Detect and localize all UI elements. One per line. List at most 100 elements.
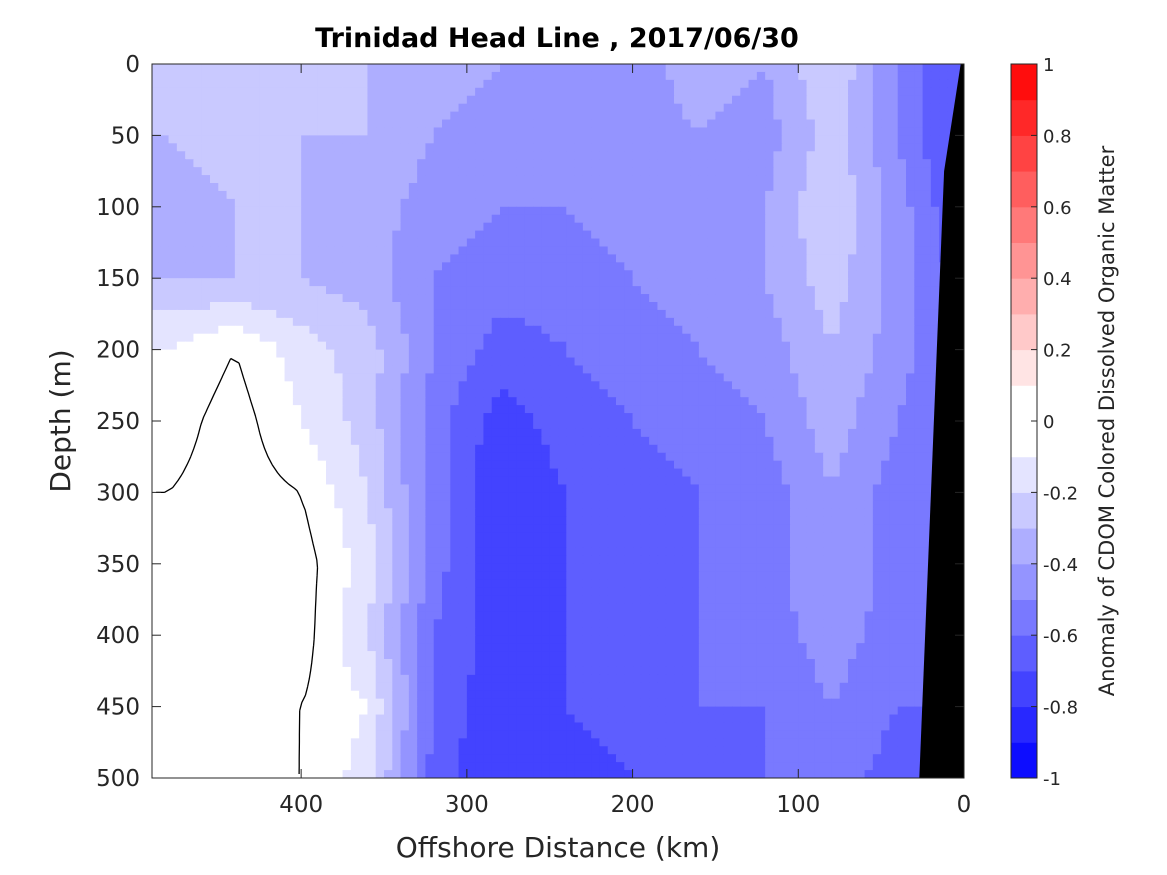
contour-cell bbox=[210, 127, 219, 136]
contour-cell bbox=[665, 190, 675, 200]
contour-cell bbox=[674, 333, 683, 343]
contour-cell bbox=[168, 167, 178, 176]
contour-cell bbox=[359, 254, 369, 263]
contour-cell bbox=[765, 302, 775, 311]
contour-cell bbox=[317, 317, 327, 327]
contour-cell bbox=[740, 389, 750, 398]
contour-cell bbox=[649, 238, 659, 248]
contour-cell bbox=[251, 357, 261, 367]
contour-cell bbox=[417, 365, 427, 374]
contour-cell bbox=[276, 452, 286, 462]
contour-cell bbox=[408, 262, 418, 271]
contour-cell bbox=[914, 309, 924, 319]
contour-cell bbox=[756, 309, 766, 319]
contour-cell bbox=[533, 444, 543, 454]
contour-cell bbox=[640, 230, 650, 240]
contour-cell bbox=[756, 389, 766, 398]
contour-cell bbox=[400, 214, 410, 224]
contour-cell bbox=[400, 333, 410, 343]
contour-cell bbox=[574, 103, 584, 113]
contour-cell bbox=[367, 71, 377, 81]
contour-cell bbox=[268, 103, 277, 113]
contour-cell bbox=[317, 421, 327, 430]
contour-cell bbox=[350, 198, 360, 208]
contour-cell bbox=[831, 206, 841, 216]
contour-cell bbox=[442, 397, 451, 406]
contour-cell bbox=[334, 413, 344, 422]
contour-cell bbox=[632, 79, 642, 89]
contour-cell bbox=[243, 428, 253, 438]
contour-cell bbox=[210, 222, 219, 232]
contour-cell bbox=[881, 413, 891, 422]
contour-cell bbox=[872, 238, 882, 248]
contour-cell bbox=[632, 95, 642, 105]
contour-cell bbox=[798, 246, 808, 255]
contour-cell bbox=[384, 317, 393, 327]
contour-cell bbox=[309, 262, 319, 271]
contour-cell bbox=[201, 421, 211, 430]
contour-cell bbox=[848, 206, 857, 216]
contour-cell bbox=[740, 381, 750, 390]
contour-cell bbox=[417, 428, 427, 438]
contour-cell bbox=[823, 381, 833, 390]
contour-cell bbox=[806, 206, 816, 216]
contour-cell bbox=[500, 294, 509, 303]
contour-cell bbox=[682, 262, 692, 271]
contour-cell bbox=[442, 198, 451, 208]
contour-cell bbox=[500, 103, 509, 113]
contour-cell bbox=[475, 71, 485, 81]
contour-cell bbox=[798, 436, 808, 446]
contour-cell bbox=[591, 405, 601, 414]
contour-cell bbox=[756, 190, 766, 200]
contour-cell bbox=[367, 103, 377, 113]
contour-cell bbox=[881, 357, 891, 367]
contour-cell bbox=[342, 452, 352, 462]
contour-cell bbox=[185, 413, 195, 422]
contour-cell bbox=[640, 167, 650, 176]
contour-cell bbox=[176, 444, 186, 454]
contour-cell bbox=[856, 397, 866, 406]
contour-cell bbox=[806, 270, 816, 279]
contour-cell bbox=[732, 71, 741, 81]
contour-cell bbox=[450, 270, 460, 279]
contour-cell bbox=[848, 175, 857, 184]
contour-cell bbox=[160, 357, 170, 367]
contour-cell bbox=[848, 183, 857, 192]
contour-cell bbox=[491, 87, 501, 97]
contour-cell bbox=[268, 111, 277, 121]
contour-cell bbox=[765, 238, 775, 248]
contour-cell bbox=[268, 167, 277, 176]
contour-cell bbox=[491, 333, 501, 343]
contour-cell bbox=[375, 270, 385, 279]
contour-cell bbox=[176, 127, 186, 136]
contour-cell bbox=[682, 389, 692, 398]
contour-cell bbox=[624, 436, 634, 446]
contour-cell bbox=[591, 389, 601, 398]
contour-cell bbox=[276, 95, 286, 105]
contour-cell bbox=[350, 294, 360, 303]
contour-cell bbox=[748, 127, 758, 136]
contour-cell bbox=[541, 127, 551, 136]
contour-cell bbox=[906, 222, 915, 232]
contour-cell bbox=[748, 64, 758, 73]
contour-cell bbox=[201, 198, 211, 208]
contour-cell bbox=[541, 309, 551, 319]
contour-cell bbox=[781, 206, 791, 216]
contour-cell bbox=[359, 373, 369, 382]
contour-cell bbox=[541, 302, 551, 311]
contour-cell bbox=[168, 333, 178, 343]
contour-cell bbox=[607, 71, 617, 81]
contour-cell bbox=[417, 127, 427, 136]
contour-cell bbox=[201, 64, 211, 73]
contour-cell bbox=[872, 294, 882, 303]
contour-cell bbox=[458, 143, 468, 152]
contour-cell bbox=[508, 127, 518, 136]
contour-cell bbox=[632, 349, 642, 359]
contour-cell bbox=[466, 71, 476, 81]
contour-cell bbox=[665, 302, 675, 311]
contour-cell bbox=[226, 127, 236, 136]
contour-cell bbox=[823, 452, 833, 462]
contour-cell bbox=[226, 357, 236, 367]
contour-cell bbox=[872, 349, 882, 359]
contour-cell bbox=[707, 421, 717, 430]
